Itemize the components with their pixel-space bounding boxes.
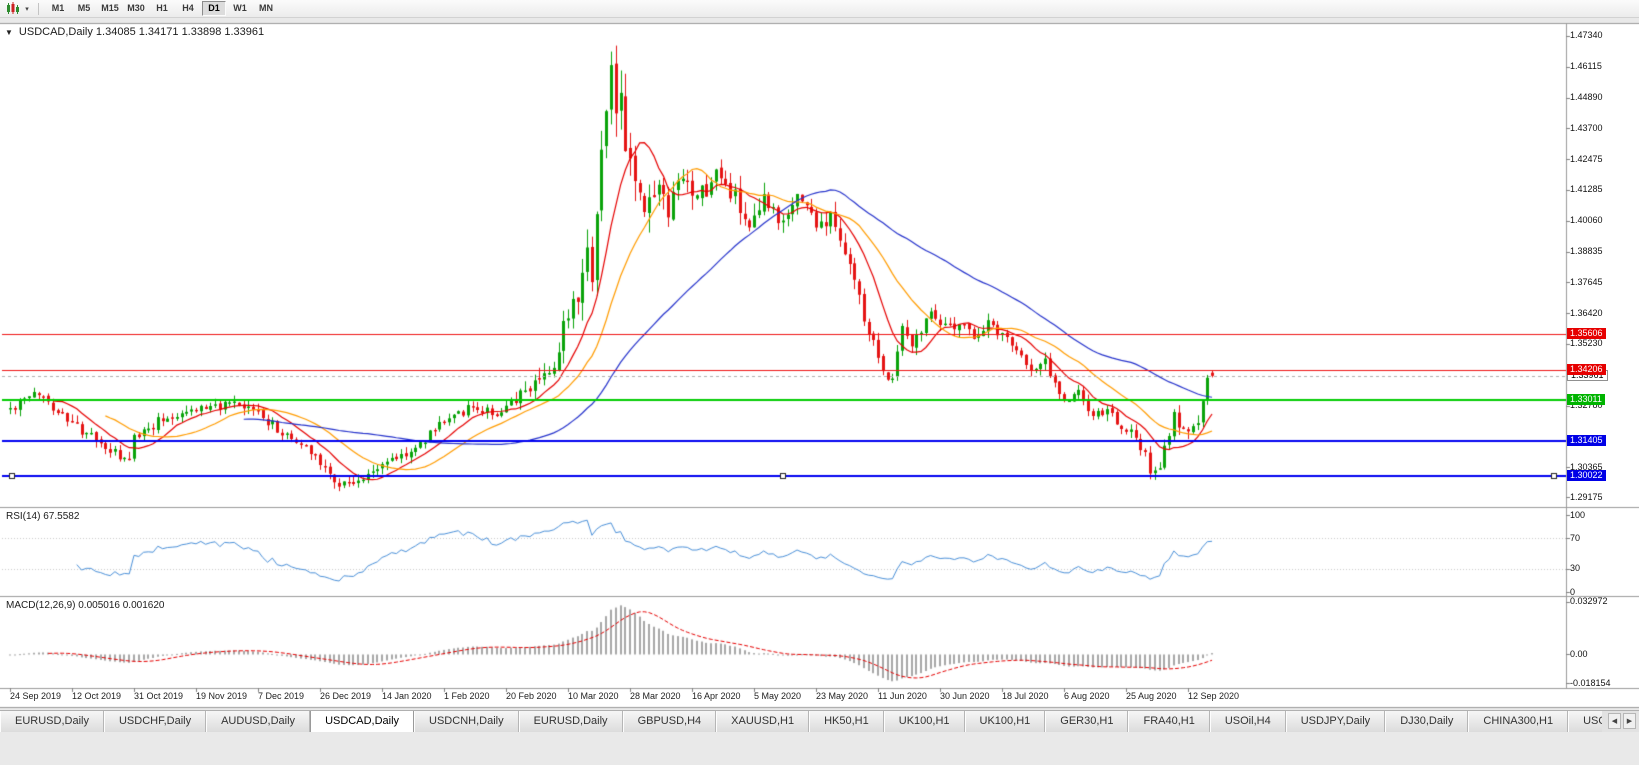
- time-axis[interactable]: [0, 688, 1566, 707]
- symbol-tab-list: EURUSD,Daily USDCHF,Daily AUDUSD,Daily USDC…: [0, 711, 1602, 732]
- main-toolbar: ▾ M1 M5 M15 M30 H1 H4 D1 W1 MN: [0, 0, 1639, 18]
- symbol-tab-eurusd-daily-0[interactable]: EURUSD,Daily: [0, 711, 104, 732]
- timeframe-button-m30[interactable]: M30: [127, 3, 145, 13]
- date-label-1-feb-2020: 1 Feb 2020: [444, 691, 490, 701]
- symbol-tab-hk50-h1-8[interactable]: HK50,H1: [809, 711, 884, 732]
- date-label-31-oct-2019: 31 Oct 2019: [134, 691, 184, 701]
- timeframe-button-h1[interactable]: H1: [156, 3, 168, 13]
- hline-price-badge-1-35606: 1.35606: [1567, 328, 1606, 340]
- date-label-23-may-2020: 23 May 2020: [816, 691, 869, 701]
- tab-scroll-buttons: ◀ ▶: [1608, 711, 1639, 729]
- hline-price-badge-1-33011: 1.33011: [1567, 394, 1605, 406]
- macd-axis-label-0-032972: 0.032972: [1570, 596, 1608, 607]
- one-click-trading-icon[interactable]: ▼: [5, 27, 13, 37]
- toolbar-separator: [38, 2, 39, 15]
- date-label-30-jun-2020: 30 Jun 2020: [940, 691, 990, 701]
- timeframe-button-w1[interactable]: W1: [233, 3, 247, 13]
- chart-type-icon[interactable]: [4, 1, 22, 17]
- price-axis-label-1-38835: 1.38835: [1570, 246, 1603, 257]
- price-axis-label-1-29175: 1.29175: [1570, 491, 1603, 502]
- price-axis-label-1-30365: 1.30365: [1570, 461, 1603, 472]
- date-label-6-aug-2020: 6 Aug 2020: [1064, 691, 1110, 701]
- symbol-tabbar: EURUSD,Daily USDCHF,Daily AUDUSD,Daily USDC…: [0, 710, 1639, 732]
- price-axis-label-1-35230: 1.35230: [1570, 338, 1603, 349]
- date-label-12-oct-2019: 12 Oct 2019: [72, 691, 122, 701]
- timeframe-button-h4[interactable]: H4: [182, 3, 194, 13]
- date-label-20-feb-2020: 20 Feb 2020: [506, 691, 557, 701]
- date-label-19-nov-2019: 19 Nov 2019: [196, 691, 248, 701]
- date-label-12-sep-2020: 12 Sep 2020: [1188, 691, 1240, 701]
- symbol-tab-usoil-h4-17[interactable]: USOil,H4: [1568, 711, 1602, 732]
- date-label-16-apr-2020: 16 Apr 2020: [692, 691, 741, 701]
- rsi-panel-splitter[interactable]: [0, 505, 1639, 510]
- symbol-tab-gbpusd-h4-6[interactable]: GBPUSD,H4: [622, 711, 717, 732]
- price-axis-label-1-40060: 1.40060: [1570, 215, 1603, 226]
- tab-scroll-left-icon[interactable]: ◀: [1608, 713, 1621, 729]
- date-label-24-sep-2019: 24 Sep 2019: [10, 691, 62, 701]
- symbol-tab-eurusd-daily-5[interactable]: EURUSD,Daily: [518, 711, 623, 732]
- symbol-tab-uk100-h1-10[interactable]: UK100,H1: [964, 711, 1046, 732]
- chart-title-bar: ▼ USDCAD,Daily 1.34085 1.34171 1.33898 1…: [5, 26, 264, 38]
- price-axis-label-1-37645: 1.37645: [1570, 276, 1603, 287]
- date-label-28-mar-2020: 28 Mar 2020: [630, 691, 681, 701]
- timeframe-button-mn[interactable]: MN: [259, 3, 273, 13]
- price-axis-label-1-46115: 1.46115: [1570, 61, 1602, 72]
- symbol-tab-fra40-h1-12[interactable]: FRA40,H1: [1128, 711, 1210, 732]
- symbol-tab-ger30-h1-11[interactable]: GER30,H1: [1045, 711, 1129, 732]
- timeframe-button-m15[interactable]: M15: [101, 3, 119, 13]
- price-axis-label-1-43700: 1.43700: [1570, 122, 1603, 133]
- symbol-tab-usdcnh-daily-4[interactable]: USDCNH,Daily: [414, 711, 519, 732]
- macd-axis-label-0-018154: -0.018154: [1570, 677, 1611, 688]
- date-label-7-dec-2019: 7 Dec 2019: [258, 691, 305, 701]
- timeframe-button-m1[interactable]: M1: [51, 3, 65, 13]
- macd-panel-splitter[interactable]: [0, 594, 1639, 599]
- macd-indicator-title: MACD(12,26,9) 0.005016 0.001620: [6, 600, 165, 611]
- price-axis-label-1-41285: 1.41285: [1570, 184, 1603, 195]
- symbol-tab-usdchf-daily-1[interactable]: USDCHF,Daily: [103, 711, 207, 732]
- date-label-18-jul-2020: 18 Jul 2020: [1002, 691, 1049, 701]
- symbol-tab-audusd-daily-2[interactable]: AUDUSD,Daily: [206, 711, 311, 732]
- timeframe-button-d1[interactable]: D1: [202, 1, 226, 16]
- candlestick-glyph: [7, 2, 19, 14]
- tab-scroll-right-icon[interactable]: ▶: [1623, 713, 1636, 729]
- symbol-tab-xauusd-h1-7[interactable]: XAUUSD,H1: [716, 711, 810, 732]
- rsi-axis-label-70: 70: [1570, 532, 1581, 543]
- date-label-26-dec-2019: 26 Dec 2019: [320, 691, 372, 701]
- symbol-tab-usoil-h4-13[interactable]: USOil,H4: [1209, 711, 1286, 732]
- hline-price-badge-1-34206: 1.34206: [1567, 364, 1606, 376]
- date-label-5-may-2020: 5 May 2020: [754, 691, 802, 701]
- date-label-14-jan-2020: 14 Jan 2020: [382, 691, 432, 701]
- price-axis-label-1-44890: 1.44890: [1570, 92, 1603, 103]
- price-axis-label-1-42475: 1.42475: [1570, 153, 1603, 164]
- date-label-11-jun-2020: 11 Jun 2020: [878, 691, 927, 701]
- macd-axis-label-0-00: 0.00: [1570, 648, 1588, 659]
- price-axis-label-1-47340: 1.47340: [1570, 30, 1603, 41]
- symbol-tab-uk100-h1-9[interactable]: UK100,H1: [883, 711, 965, 732]
- chart-type-dropdown-icon[interactable]: ▾: [25, 5, 29, 13]
- price-axis[interactable]: [1566, 23, 1639, 688]
- rsi-axis-label-30: 30: [1570, 563, 1581, 574]
- date-label-25-aug-2020: 25 Aug 2020: [1126, 691, 1177, 701]
- price-axis-label-1-36420: 1.36420: [1570, 307, 1603, 318]
- chart-ohlc-title: USDCAD,Daily 1.34085 1.34171 1.33898 1.3…: [18, 26, 265, 38]
- timeframe-buttons: M1 M5 M15 M30 H1 H4 D1 W1 MN: [45, 1, 279, 16]
- hline-price-badge-1-30022: 1.30022: [1567, 470, 1606, 482]
- symbol-tab-usdcad-daily-3[interactable]: USDCAD,Daily: [310, 711, 415, 732]
- rsi-axis-label-100: 100: [1570, 509, 1586, 520]
- timeframe-button-m5[interactable]: M5: [77, 3, 91, 13]
- symbol-tab-dj30-daily-15[interactable]: DJ30,Daily: [1385, 711, 1469, 732]
- rsi-indicator-title: RSI(14) 67.5582: [6, 511, 80, 522]
- symbol-tab-china300-h1-16[interactable]: CHINA300,H1: [1468, 711, 1569, 732]
- symbol-tab-usdjpy-daily-14[interactable]: USDJPY,Daily: [1285, 711, 1386, 732]
- rsi-axis-label-0: 0: [1570, 586, 1576, 597]
- hline-price-badge-1-31405: 1.31405: [1567, 435, 1606, 447]
- date-label-10-mar-2020: 10 Mar 2020: [568, 691, 619, 701]
